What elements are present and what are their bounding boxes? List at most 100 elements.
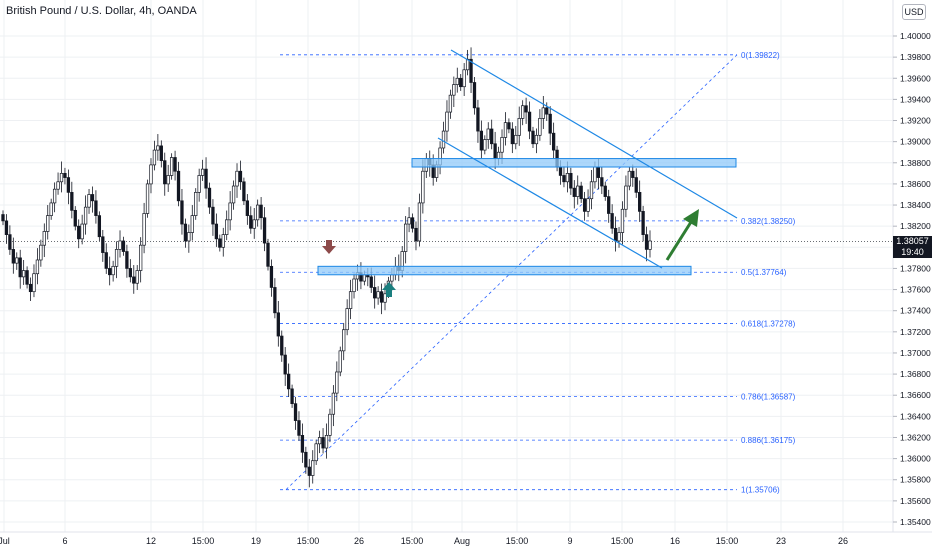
candle [300, 423, 305, 463]
candle-body-up [135, 270, 139, 284]
candle-body-up [517, 118, 521, 136]
candle-body-up [149, 164, 153, 185]
candle [634, 168, 638, 198]
time-tick-label: Aug [454, 536, 470, 546]
candle-body-down [369, 276, 373, 288]
buy-marker-icon[interactable] [382, 282, 396, 297]
candle [121, 236, 126, 256]
candle-body-down [644, 234, 649, 250]
candle [503, 112, 508, 146]
candle-body-down [70, 192, 74, 211]
candle-body-up [445, 111, 449, 132]
channel-lower-line[interactable] [437, 137, 663, 269]
candle-body-up [455, 77, 459, 85]
fib-level-label: 0.382(1.38250) [741, 217, 796, 226]
candle [56, 172, 60, 195]
fib-level-label: 0.886(1.36175) [741, 436, 796, 445]
sell-marker-icon[interactable] [322, 240, 336, 254]
candle-body-down [97, 215, 102, 238]
candle [314, 439, 318, 465]
price-tick-label: 1.40000 [900, 31, 931, 41]
price-tick-label: 1.37600 [900, 285, 931, 295]
price-tick-label: 1.39600 [900, 73, 931, 83]
candle-body-down [242, 181, 246, 202]
candle-body-down [572, 187, 576, 197]
support-zone[interactable] [317, 265, 692, 276]
candle [527, 101, 532, 140]
candle [373, 275, 377, 309]
candle-body-up [139, 244, 143, 271]
candle [545, 102, 549, 121]
candle [452, 76, 456, 107]
candle-body-up [197, 175, 201, 193]
currency-badge[interactable]: USD [902, 4, 926, 20]
candle-body-up [589, 181, 594, 200]
projection-arrow-head[interactable] [683, 209, 699, 227]
candle-body-down [8, 234, 12, 250]
candle-body-down [163, 160, 167, 185]
candle-body-down [300, 435, 305, 453]
candle-body-up [87, 194, 91, 208]
resistance-zone[interactable] [411, 158, 737, 168]
projection-arrow-shaft[interactable] [665, 221, 693, 261]
candle-body-up [452, 84, 456, 96]
candle [627, 167, 632, 191]
candle-body-up [145, 183, 150, 214]
candle-body-down [108, 268, 112, 276]
candle [132, 265, 136, 294]
candle-body-up [42, 231, 46, 246]
candle-body-up [256, 204, 260, 221]
drawings-layer[interactable] [317, 49, 738, 297]
candle [324, 423, 329, 459]
candle-body-up [317, 437, 322, 445]
candle [376, 286, 380, 305]
candle-body-down [128, 268, 132, 278]
candle-body-up [362, 274, 367, 282]
candle [414, 221, 418, 251]
candle-body-up [441, 130, 446, 149]
candle [142, 202, 146, 254]
candle-body-down [273, 287, 277, 314]
candle-body-up [56, 181, 60, 190]
candle [66, 169, 71, 205]
candle [613, 216, 618, 252]
candle-body-down [290, 388, 294, 405]
candle-body-down [507, 122, 511, 130]
candle [476, 99, 480, 143]
candle-body-down [579, 185, 583, 200]
candle-body-down [527, 111, 532, 132]
candle [579, 181, 583, 203]
candle-body-down [634, 177, 638, 193]
candle [335, 361, 339, 402]
candle [283, 347, 287, 386]
time-axis[interactable]: Jul 6 12 15:00 19 15:00 26 15:00 Aug 15:00 9 15:00 1… [0, 531, 932, 546]
candle-body-down [94, 200, 98, 216]
candle [317, 430, 322, 454]
price-tick-label: 1.36800 [900, 369, 931, 379]
price-tick-label: 1.37200 [900, 327, 931, 337]
price-axis[interactable]: 1.40000 1.39800 1.39600 1.39400 1.39200 1.390… [892, 0, 931, 532]
candle [125, 244, 129, 278]
last-price-tag: 1.38057 19:40 [893, 236, 932, 258]
channel-upper-line[interactable] [450, 49, 738, 219]
candle-body-up [52, 188, 57, 204]
candle-body-down [238, 170, 243, 183]
candle-body-down [472, 82, 477, 109]
candle-body-down [379, 291, 384, 303]
candle [235, 163, 239, 198]
candle [52, 182, 57, 213]
candle-body-up [59, 172, 64, 183]
fib-retracement[interactable]: 0(1.39822) 0.382(1.38250) 0.5(1.37764) 0.61… [280, 51, 796, 495]
candle [548, 106, 552, 146]
candle [441, 121, 446, 154]
candle [221, 227, 225, 257]
candle [562, 166, 566, 188]
candle-body-up [235, 170, 239, 187]
candle-body-down [304, 451, 308, 468]
candle-body-down [286, 373, 291, 390]
candle-body-up [627, 170, 632, 187]
candle [77, 219, 81, 249]
candle-body-down [510, 128, 514, 145]
candle [15, 252, 19, 270]
